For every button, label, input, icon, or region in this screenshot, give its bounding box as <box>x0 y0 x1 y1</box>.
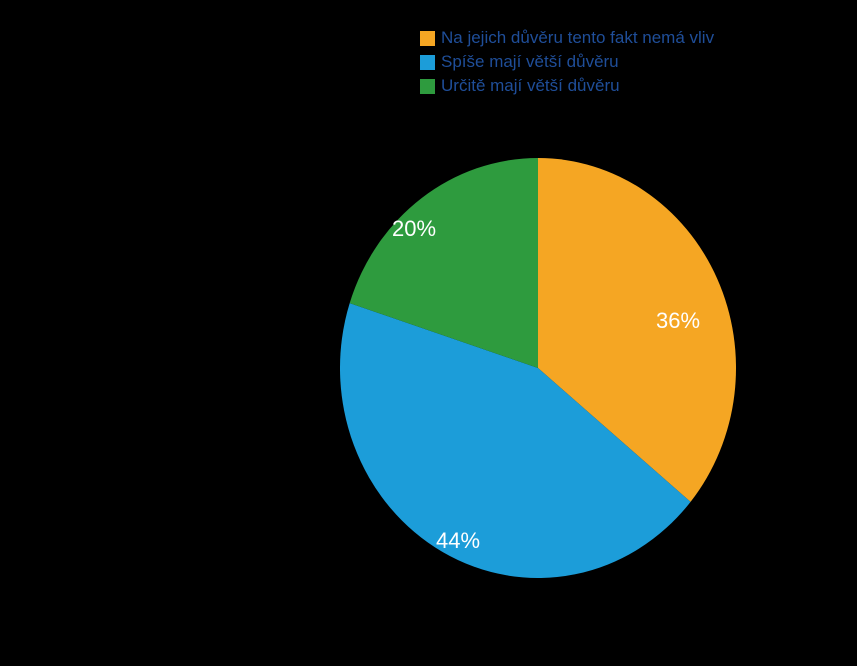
legend-swatch-icon <box>420 55 435 70</box>
pie-chart: 36% 44% 20% <box>340 158 736 578</box>
legend-label: Určitě mají větší důvěru <box>441 76 620 96</box>
slice-label: 44% <box>436 528 480 554</box>
slice-label: 36% <box>656 308 700 334</box>
legend-swatch-icon <box>420 79 435 94</box>
chart-legend: Na jejich důvěru tento fakt nemá vliv Sp… <box>420 28 714 100</box>
legend-swatch-icon <box>420 31 435 46</box>
legend-item: Na jejich důvěru tento fakt nemá vliv <box>420 28 714 48</box>
slice-label: 20% <box>392 216 436 242</box>
legend-item: Spíše mají větší důvěru <box>420 52 714 72</box>
legend-item: Určitě mají větší důvěru <box>420 76 714 96</box>
legend-label: Spíše mají větší důvěru <box>441 52 619 72</box>
legend-label: Na jejich důvěru tento fakt nemá vliv <box>441 28 714 48</box>
